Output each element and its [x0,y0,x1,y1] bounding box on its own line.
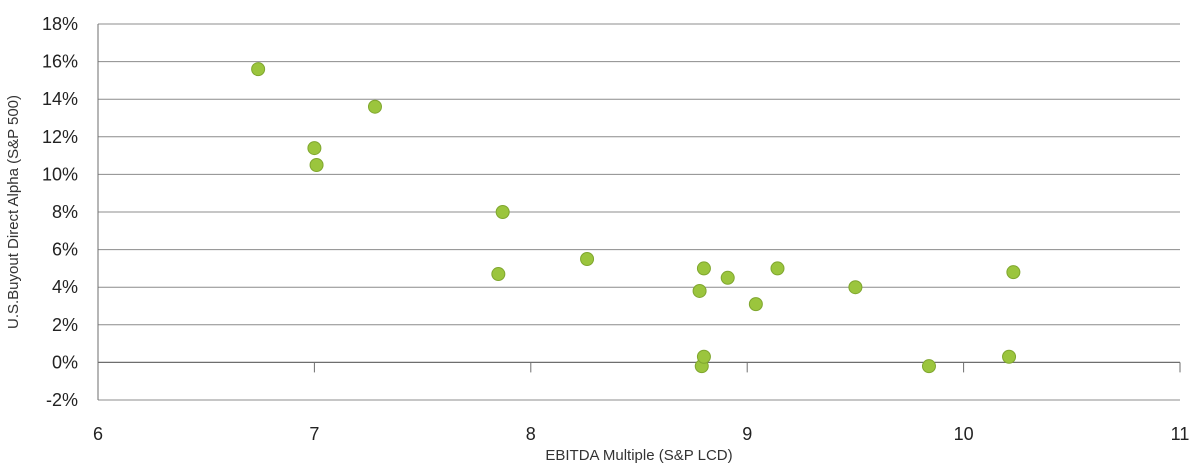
y-tick-label: 8% [52,202,78,222]
y-tick-label: 12% [42,127,78,147]
x-tick-label: 6 [93,424,103,444]
axes [97,24,1181,400]
x-tick-label: 7 [309,424,319,444]
y-tick-label: 4% [52,277,78,297]
data-point [309,158,324,172]
data-point [692,283,707,298]
x-tick-label: 10 [954,424,974,444]
y-tick-label: -2% [46,390,78,410]
y-tick-label: 16% [42,52,78,72]
data-point [696,349,711,364]
data-point [720,270,735,285]
x-tick-labels: 6 7 8 9 10 11 [93,424,1189,444]
y-tick-label: 14% [42,89,78,109]
data-point [748,297,763,312]
y-tick-label: 10% [42,164,78,184]
y-axis-title: U.S.Buyout Direct Alpha (S&P 500) [5,95,22,329]
data-point [921,359,936,374]
data-point [848,280,863,295]
gridlines [98,23,1180,401]
data-point [251,62,266,77]
x-tick-label: 8 [526,424,536,444]
data-point [770,261,785,276]
data-points [251,62,1021,374]
data-point [307,141,322,156]
y-tick-label: 6% [52,240,78,260]
data-point [495,205,510,219]
x-axis-title: EBITDA Multiple (S&P LCD) [545,447,732,464]
x-tick-label: 11 [1171,424,1190,444]
data-point [580,252,595,266]
x-tick-label: 9 [742,424,752,444]
data-point [1006,265,1021,280]
y-tick-label: 2% [52,315,78,335]
data-point [696,261,711,276]
y-tick-label: 0% [52,352,78,372]
y-tick-label: 18% [42,14,78,34]
data-point [367,99,382,114]
y-tick-labels: -2% 0% 2% 4% 6% 8% 10% 12% 14% 16% 18% [42,14,78,410]
data-point [491,267,506,282]
data-point [1002,349,1017,364]
